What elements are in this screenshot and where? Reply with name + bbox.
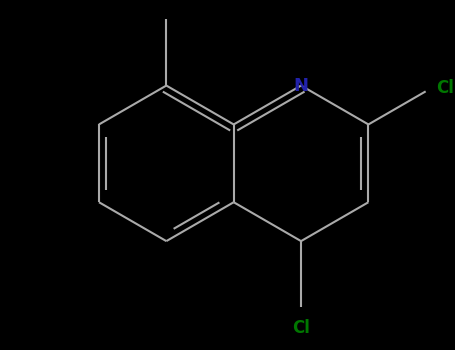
Text: Cl: Cl (436, 79, 454, 97)
Text: Cl: Cl (292, 319, 310, 337)
Text: N: N (293, 77, 308, 95)
